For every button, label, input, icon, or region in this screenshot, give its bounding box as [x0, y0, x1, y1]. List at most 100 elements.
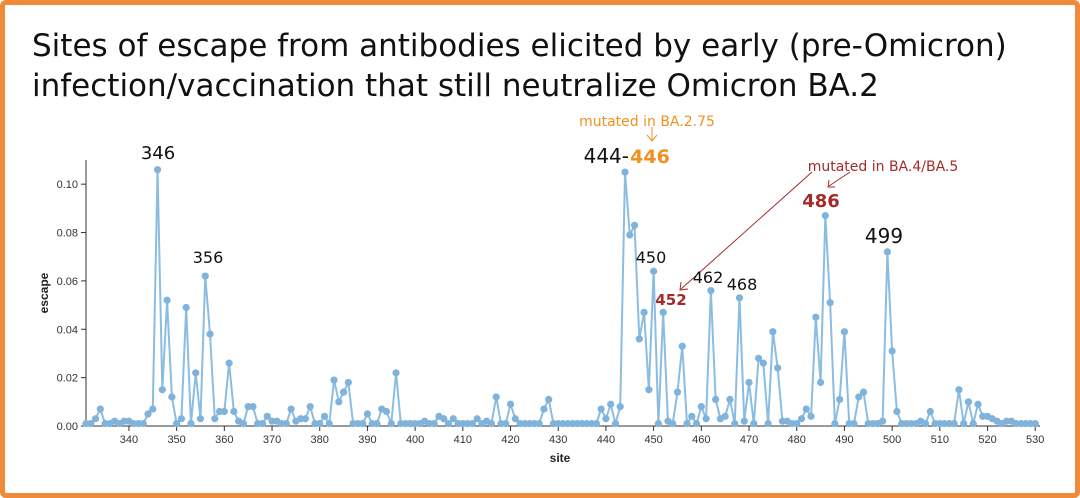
point	[926, 407, 934, 416]
point	[487, 419, 496, 428]
point	[678, 342, 686, 350]
point	[363, 410, 372, 418]
point	[878, 417, 887, 425]
point	[220, 407, 228, 416]
point	[320, 412, 329, 420]
y-tick-label: 0.08	[57, 228, 78, 240]
point	[955, 386, 963, 394]
arrow-head	[827, 179, 835, 188]
point	[206, 330, 214, 338]
series-line	[86, 169, 1036, 428]
point	[836, 395, 844, 403]
point	[153, 166, 162, 174]
point	[745, 378, 753, 387]
point	[177, 415, 185, 423]
point	[173, 419, 181, 428]
annotation: 468	[727, 275, 758, 294]
point	[726, 395, 734, 403]
point	[330, 376, 338, 384]
point	[840, 328, 849, 336]
point	[974, 400, 982, 408]
point	[654, 419, 663, 428]
point	[921, 419, 930, 428]
point	[96, 405, 104, 413]
annotation: 446	[630, 146, 670, 168]
point	[149, 405, 157, 413]
point	[621, 168, 629, 176]
point	[87, 419, 95, 428]
annotation: 356	[193, 248, 224, 267]
arrow-head	[679, 281, 689, 291]
x-axis-label: site	[550, 451, 571, 465]
point	[969, 419, 977, 428]
point	[506, 400, 515, 408]
point	[192, 369, 200, 377]
point	[635, 335, 643, 343]
point	[764, 419, 772, 428]
x-tick-label: 490	[835, 434, 853, 446]
point	[444, 419, 453, 428]
point	[826, 299, 834, 307]
point	[502, 419, 510, 428]
x-tick-label: 410	[454, 434, 472, 446]
point	[707, 286, 715, 295]
point	[540, 405, 548, 413]
point	[196, 415, 205, 423]
point	[335, 398, 343, 406]
point	[802, 405, 810, 413]
point	[344, 378, 352, 387]
point	[1031, 419, 1039, 428]
point	[339, 388, 348, 396]
point	[258, 419, 267, 428]
y-tick-label: 0.02	[57, 373, 78, 385]
point	[950, 419, 958, 428]
point	[91, 415, 100, 423]
x-tick-label: 370	[263, 434, 281, 446]
point	[382, 407, 391, 416]
point	[759, 359, 767, 367]
point	[793, 419, 801, 428]
point	[626, 231, 634, 239]
x-tick-label: 420	[501, 434, 519, 446]
point	[211, 415, 219, 423]
point	[640, 308, 648, 316]
x-tick-label: 440	[597, 434, 615, 446]
point	[597, 405, 605, 413]
x-tick-label: 400	[406, 434, 424, 446]
point	[960, 419, 968, 428]
point	[182, 303, 190, 312]
y-tick-label: 0.10	[57, 179, 78, 191]
point	[607, 400, 615, 408]
x-tick-label: 520	[978, 434, 996, 446]
arrow	[680, 171, 813, 290]
x-tick-label: 430	[549, 434, 567, 446]
y-tick-label: 0.06	[57, 276, 78, 288]
point	[692, 419, 701, 428]
annotation: 486	[802, 191, 840, 212]
point	[855, 393, 863, 401]
point	[659, 308, 667, 316]
point	[158, 386, 166, 394]
point	[630, 221, 639, 229]
point	[511, 415, 519, 423]
x-tick-label: 530	[1026, 434, 1044, 446]
point	[697, 403, 705, 411]
point	[888, 347, 896, 355]
title-line: Sites of escape from antibodies elicited…	[32, 28, 1007, 64]
point	[430, 419, 438, 428]
point	[392, 369, 400, 377]
annotation: 346	[141, 143, 175, 164]
annotation: 462	[693, 268, 724, 287]
point	[139, 419, 147, 428]
x-tick-label: 360	[215, 434, 233, 446]
point	[702, 415, 710, 423]
point	[144, 410, 152, 418]
x-tick-label: 500	[883, 434, 901, 446]
arrow	[828, 171, 851, 187]
point	[816, 378, 825, 387]
point	[669, 419, 677, 428]
point	[683, 419, 691, 428]
point	[712, 395, 720, 403]
point	[740, 417, 748, 425]
